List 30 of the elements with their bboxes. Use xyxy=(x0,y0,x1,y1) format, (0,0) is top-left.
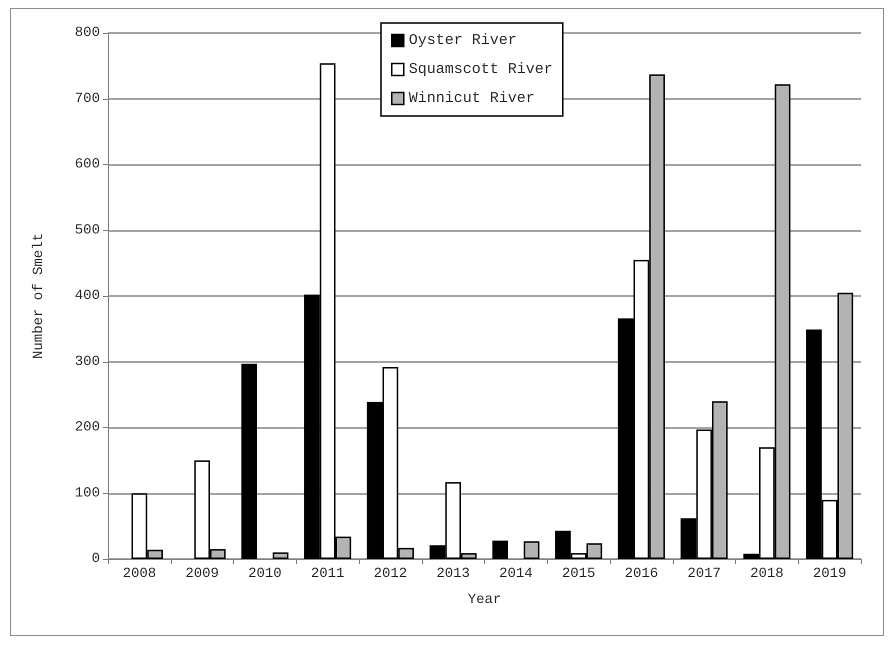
x-tick-label: 2015 xyxy=(562,566,596,582)
y-tick-label: 600 xyxy=(74,156,100,172)
legend-label: Oyster River xyxy=(408,32,517,49)
y-tick-label: 700 xyxy=(74,90,100,107)
x-tick-label: 2012 xyxy=(374,566,408,582)
x-axis-title: Year xyxy=(468,592,502,608)
y-tick-label: 400 xyxy=(74,288,100,304)
bar xyxy=(524,541,540,559)
y-tick-label: 800 xyxy=(74,25,100,41)
y-tick-label: 500 xyxy=(74,222,100,238)
y-tick-label: 300 xyxy=(74,354,100,370)
x-tick-label: 2013 xyxy=(436,566,470,582)
x-tick-label: 2018 xyxy=(750,566,784,582)
x-tick-label: 2008 xyxy=(122,566,156,582)
x-tick-label: 2010 xyxy=(248,566,282,582)
y-tick-label: 0 xyxy=(92,551,100,567)
y-tick-label: 200 xyxy=(74,420,100,436)
y-tick-label: 100 xyxy=(74,485,100,502)
x-tick-label: 2017 xyxy=(687,566,721,582)
x-tick-label: 2014 xyxy=(499,566,533,582)
x-tick-label: 2009 xyxy=(185,566,219,582)
legend-label: Winnicut River xyxy=(408,90,535,107)
legend-label: Squamscott River xyxy=(408,61,553,78)
y-axis-title: Number of Smelt xyxy=(31,232,47,360)
x-tick-label: 2016 xyxy=(624,566,658,582)
bar xyxy=(272,552,288,559)
bar xyxy=(492,540,508,559)
x-tick-label: 2011 xyxy=(310,566,344,582)
x-tick-label: 2019 xyxy=(812,566,846,582)
bar xyxy=(241,364,258,559)
